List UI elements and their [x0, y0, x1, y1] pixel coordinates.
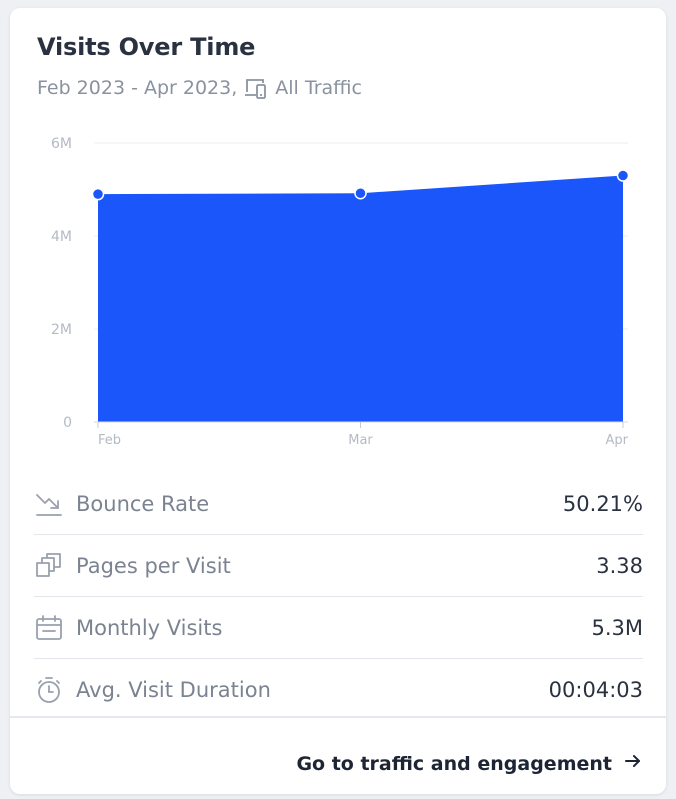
card-footer: Go to traffic and engagement	[10, 716, 666, 794]
data-point[interactable]	[354, 186, 367, 200]
calendar-icon	[34, 613, 64, 643]
traffic-engagement-link[interactable]: Go to traffic and engagement	[296, 752, 642, 775]
y-tick-label: 2M	[51, 322, 72, 338]
card-subtitle: Feb 2023 - Apr 2023, All Traffic	[37, 75, 362, 101]
devices-icon	[243, 75, 269, 101]
metric-label: Bounce Rate	[76, 491, 210, 516]
metric-label: Avg. Visit Duration	[76, 677, 271, 702]
arrow-right-icon	[624, 752, 642, 775]
metric-value: 50.21%	[562, 491, 643, 516]
y-tick-label: 4M	[51, 229, 72, 245]
date-range: Feb 2023 - Apr 2023,	[37, 77, 238, 99]
metric-row: Monthly Visits 5.3M	[34, 597, 643, 659]
link-label: Go to traffic and engagement	[296, 752, 612, 775]
visits-area	[98, 175, 623, 422]
metric-value: 5.3M	[591, 615, 643, 640]
metric-row: Bounce Rate 50.21%	[34, 473, 643, 535]
x-tick-label: Mar	[348, 433, 373, 448]
x-tick-label: Feb	[98, 433, 121, 448]
data-point[interactable]	[91, 187, 105, 201]
metric-label: Pages per Visit	[76, 553, 231, 578]
metric-value: 3.38	[596, 553, 643, 578]
y-tick-label: 0	[63, 415, 72, 431]
data-point[interactable]	[616, 169, 630, 182]
metrics-list: Bounce Rate 50.21% Pages per Visit 3.38	[34, 473, 643, 720]
trend-down-icon	[34, 489, 64, 519]
stopwatch-icon	[34, 675, 64, 705]
metric-label: Monthly Visits	[76, 615, 223, 640]
visits-card: Visits Over Time Feb 2023 - Apr 2023, Al…	[10, 8, 666, 794]
y-tick-label: 6M	[51, 136, 72, 152]
metric-row: Pages per Visit 3.38	[34, 535, 643, 597]
traffic-label: All Traffic	[275, 77, 362, 99]
visits-area-chart: 0 2M 4M 6M Feb Mar Apr	[51, 136, 630, 448]
card-title: Visits Over Time	[37, 33, 256, 61]
metric-row: Avg. Visit Duration 00:04:03	[34, 659, 643, 720]
metric-value: 00:04:03	[548, 677, 643, 702]
x-tick-label: Apr	[606, 433, 629, 448]
pages-icon	[34, 551, 64, 581]
